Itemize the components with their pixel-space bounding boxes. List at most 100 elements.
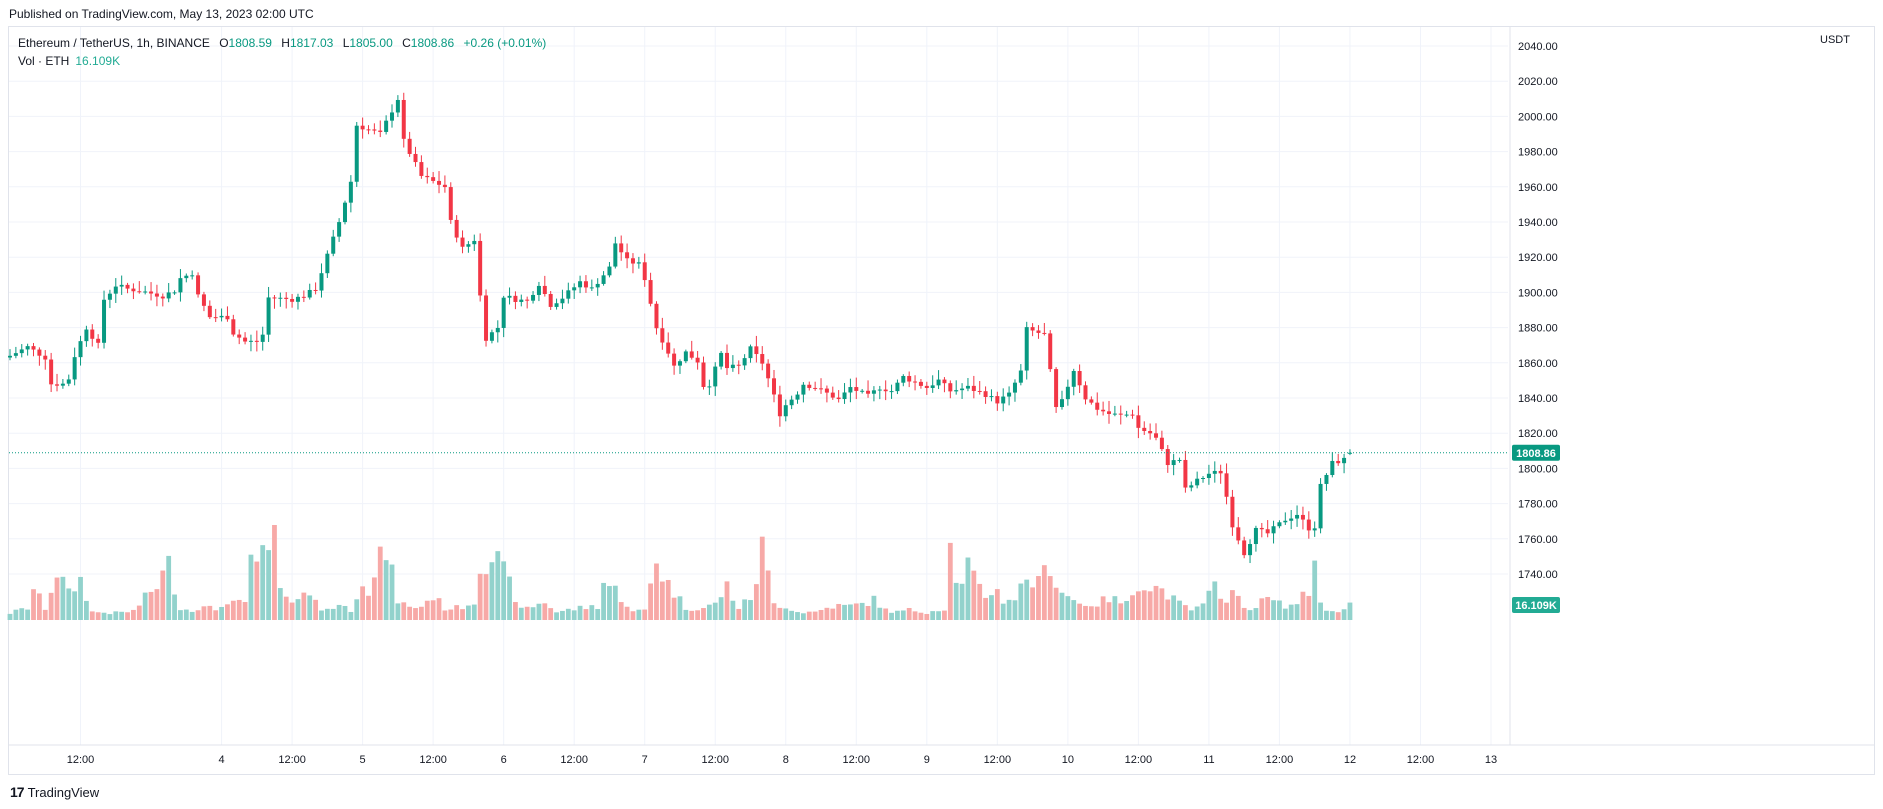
- candle-body[interactable]: [1154, 433, 1159, 438]
- candle-body[interactable]: [1212, 470, 1217, 474]
- candle-body[interactable]: [748, 346, 753, 359]
- candle-body[interactable]: [1230, 496, 1235, 528]
- candle-body[interactable]: [489, 332, 494, 341]
- candle-body[interactable]: [119, 284, 124, 287]
- candle-body[interactable]: [460, 237, 465, 247]
- candle-body[interactable]: [1024, 327, 1029, 371]
- candle-body[interactable]: [1148, 430, 1153, 434]
- candle-body[interactable]: [166, 292, 171, 299]
- candle-body[interactable]: [1248, 544, 1253, 556]
- candle-body[interactable]: [201, 294, 206, 306]
- candle-body[interactable]: [519, 299, 524, 302]
- candle-body[interactable]: [1142, 427, 1147, 431]
- candle-body[interactable]: [1177, 459, 1182, 461]
- candle-body[interactable]: [613, 243, 618, 267]
- candle-body[interactable]: [707, 386, 712, 388]
- candle-body[interactable]: [337, 222, 342, 237]
- candle-body[interactable]: [772, 378, 777, 395]
- candle-body[interactable]: [413, 153, 418, 163]
- candle-body[interactable]: [160, 296, 165, 299]
- candle-body[interactable]: [989, 396, 994, 398]
- candle-body[interactable]: [960, 388, 965, 391]
- candle-body[interactable]: [1054, 369, 1059, 408]
- candle-body[interactable]: [1171, 460, 1176, 466]
- candle-body[interactable]: [243, 337, 248, 342]
- candle-body[interactable]: [813, 387, 818, 389]
- candle-body[interactable]: [948, 383, 953, 392]
- candle-body[interactable]: [390, 112, 395, 121]
- candle-body[interactable]: [895, 382, 900, 392]
- candle-body[interactable]: [1347, 452, 1352, 454]
- candle-body[interactable]: [495, 327, 500, 333]
- candle-body[interactable]: [918, 381, 923, 386]
- candle-body[interactable]: [1112, 413, 1117, 415]
- candle-body[interactable]: [454, 219, 459, 238]
- candle-body[interactable]: [1324, 474, 1329, 484]
- candle-body[interactable]: [466, 244, 471, 247]
- candle-body[interactable]: [8, 355, 12, 358]
- candle-body[interactable]: [1295, 514, 1300, 519]
- candle-body[interactable]: [1183, 459, 1188, 488]
- candle-body[interactable]: [942, 379, 947, 384]
- candle-body[interactable]: [719, 352, 724, 367]
- candle-body[interactable]: [1318, 483, 1323, 529]
- candle-body[interactable]: [525, 299, 530, 301]
- candle-body[interactable]: [1001, 396, 1006, 404]
- candle-body[interactable]: [325, 253, 330, 274]
- candle-body[interactable]: [131, 288, 136, 292]
- candle-body[interactable]: [672, 353, 677, 366]
- candle-body[interactable]: [248, 340, 253, 342]
- candle-body[interactable]: [701, 362, 706, 387]
- candle-body[interactable]: [583, 281, 588, 288]
- candle-body[interactable]: [789, 399, 794, 406]
- candle-body[interactable]: [207, 305, 212, 318]
- candle-body[interactable]: [401, 99, 406, 139]
- candle-body[interactable]: [654, 303, 659, 329]
- candle-body[interactable]: [1300, 514, 1305, 520]
- candle-body[interactable]: [448, 187, 453, 220]
- candle-body[interactable]: [301, 296, 306, 298]
- candle-body[interactable]: [889, 391, 894, 393]
- candle-body[interactable]: [848, 387, 853, 393]
- candle-body[interactable]: [965, 385, 970, 389]
- candle-body[interactable]: [971, 385, 976, 391]
- candle-body[interactable]: [66, 379, 71, 384]
- candle-body[interactable]: [1277, 522, 1282, 527]
- candle-body[interactable]: [272, 297, 277, 299]
- candle-body[interactable]: [196, 275, 201, 295]
- candle-body[interactable]: [1048, 333, 1053, 370]
- candle-body[interactable]: [1236, 527, 1241, 541]
- candle-body[interactable]: [854, 387, 859, 391]
- volume-label[interactable]: Vol · ETH: [18, 54, 70, 68]
- candle-body[interactable]: [313, 289, 318, 291]
- candle-body[interactable]: [807, 384, 812, 388]
- candle-body[interactable]: [1124, 414, 1129, 416]
- candle-body[interactable]: [724, 352, 729, 369]
- candle-body[interactable]: [1206, 473, 1211, 479]
- candle-body[interactable]: [407, 138, 412, 154]
- candle-body[interactable]: [84, 329, 89, 342]
- candle-body[interactable]: [936, 379, 941, 386]
- candle-body[interactable]: [1130, 414, 1135, 416]
- candle-body[interactable]: [501, 297, 506, 328]
- candle-body[interactable]: [542, 285, 547, 295]
- candle-body[interactable]: [425, 175, 430, 178]
- candle-body[interactable]: [548, 294, 553, 307]
- candle-body[interactable]: [19, 349, 24, 354]
- candle-body[interactable]: [1036, 330, 1041, 333]
- candle-body[interactable]: [25, 346, 30, 350]
- candle-body[interactable]: [1018, 370, 1023, 383]
- candle-body[interactable]: [478, 240, 483, 296]
- candle-body[interactable]: [372, 129, 377, 131]
- candle-body[interactable]: [31, 346, 36, 350]
- candle-body[interactable]: [172, 292, 177, 294]
- candle-body[interactable]: [1059, 399, 1064, 408]
- candle-body[interactable]: [107, 293, 112, 300]
- candle-body[interactable]: [319, 273, 324, 291]
- candle-body[interactable]: [419, 162, 424, 176]
- candle-body[interactable]: [78, 341, 83, 358]
- candle-body[interactable]: [354, 125, 359, 182]
- candle-body[interactable]: [1095, 402, 1100, 410]
- candle-body[interactable]: [695, 357, 700, 363]
